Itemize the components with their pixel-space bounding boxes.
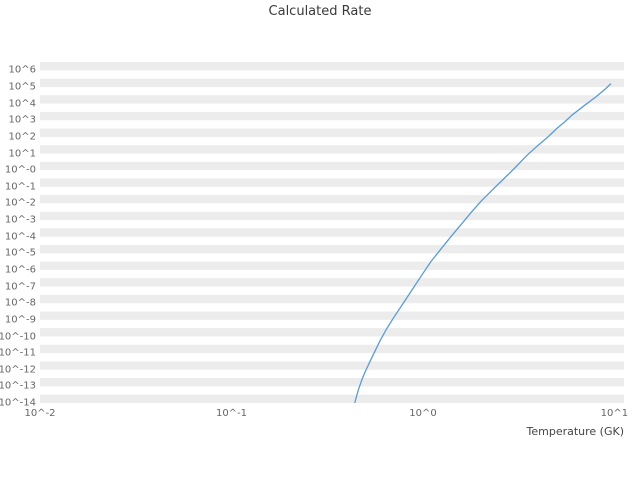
- rate-line-series: [354, 83, 612, 404]
- grid-band: [40, 328, 624, 337]
- y-tick-label: 10^-7: [4, 281, 36, 293]
- y-tick-label: 10^-8: [4, 297, 36, 309]
- grid-band: [40, 344, 624, 354]
- y-tick-label: 10^-0: [4, 164, 36, 176]
- x-axis-label: Temperature (GK): [526, 425, 625, 438]
- grid-band: [40, 211, 624, 221]
- grid-band: [40, 161, 624, 171]
- x-tick-label: 10^-1: [215, 408, 248, 419]
- y-tick-label: 10^-12: [0, 364, 36, 376]
- y-tick-label: 10^-13: [0, 380, 36, 392]
- grid-band: [40, 111, 624, 121]
- y-tick-label: 10^-10: [0, 331, 36, 342]
- grid-band: [40, 361, 624, 370]
- grid-band: [40, 178, 624, 187]
- grid-band: [40, 62, 624, 71]
- y-tick-label: 10^6: [8, 64, 36, 76]
- y-tick-label: 10^4: [8, 98, 36, 110]
- y-tick-label: 10^-3: [4, 214, 36, 226]
- grid-band: [40, 378, 624, 387]
- y-tick-label: 10^3: [8, 114, 36, 126]
- y-tick-label: 10^-9: [4, 314, 36, 326]
- y-tick-label: 10^2: [8, 131, 36, 143]
- y-tick-label: 10^-11: [0, 347, 36, 359]
- grid-band: [40, 278, 624, 287]
- chart-title: Calculated Rate: [268, 4, 372, 19]
- grid-band: [40, 261, 624, 270]
- x-tick-label: 10^0: [409, 408, 437, 419]
- grid-band: [40, 311, 624, 320]
- y-tick-label: 10^1: [8, 148, 36, 159]
- x-tick-label: 10^-2: [24, 408, 56, 419]
- y-tick-label: 10^-4: [4, 231, 36, 243]
- y-tick-label: 10^-1: [4, 181, 36, 193]
- y-tick-label: 10^-2: [4, 197, 36, 209]
- grid-band: [40, 145, 624, 154]
- grid-band: [40, 394, 624, 403]
- y-tick-label: 10^-5: [4, 247, 36, 259]
- y-tick-label: 10^-14: [0, 397, 36, 409]
- grid-band: [40, 228, 624, 237]
- grid-band: [40, 95, 624, 104]
- y-tick-label: 10^-6: [4, 264, 36, 276]
- grid-band: [40, 195, 624, 204]
- grid-band: [40, 78, 624, 87]
- grid-band: [40, 294, 624, 304]
- x-tick-label: 10^1: [600, 408, 629, 419]
- grid-band: [40, 128, 624, 137]
- grid-band: [40, 244, 624, 254]
- y-tick-label: 10^5: [8, 81, 36, 93]
